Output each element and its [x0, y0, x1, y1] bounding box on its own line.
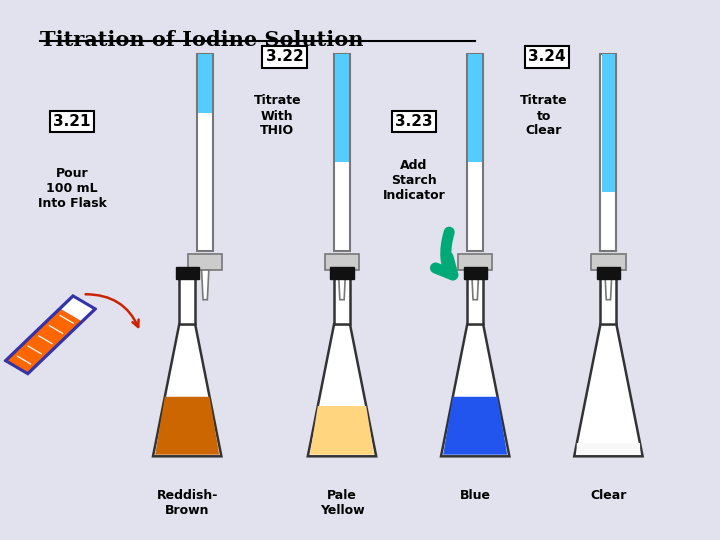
Polygon shape [4, 295, 96, 375]
Bar [325, 254, 359, 270]
Text: 3.23: 3.23 [395, 114, 433, 129]
Polygon shape [577, 443, 641, 455]
Bar [197, 54, 213, 251]
Bar [467, 54, 483, 251]
Polygon shape [338, 270, 346, 300]
Polygon shape [444, 397, 507, 455]
Text: Add
Starch
Indicator: Add Starch Indicator [382, 159, 446, 202]
Text: 3.24: 3.24 [528, 49, 566, 64]
Bar [198, 54, 212, 113]
Bar [330, 267, 354, 279]
Bar [458, 254, 492, 270]
Bar [601, 54, 615, 192]
Bar [188, 254, 222, 270]
Polygon shape [156, 397, 220, 455]
Bar [468, 54, 482, 163]
Text: Titrate
to
Clear: Titrate to Clear [520, 94, 567, 138]
Polygon shape [202, 270, 209, 300]
Bar [176, 267, 199, 279]
Bar [591, 254, 626, 270]
Text: 3.21: 3.21 [53, 114, 91, 129]
Polygon shape [8, 309, 81, 372]
Polygon shape [441, 324, 510, 456]
Text: Clear: Clear [590, 489, 626, 502]
Polygon shape [153, 324, 222, 456]
Polygon shape [310, 406, 374, 455]
Bar [600, 275, 616, 324]
Text: Reddish-
Brown: Reddish- Brown [156, 489, 218, 517]
Text: Blue: Blue [459, 489, 491, 502]
Bar [179, 275, 195, 324]
Bar [464, 267, 487, 279]
Text: Pour
100 mL
Into Flask: Pour 100 mL Into Flask [37, 167, 107, 211]
Polygon shape [61, 298, 93, 321]
Text: Titration of Iodine Solution: Titration of Iodine Solution [40, 30, 363, 50]
Bar [600, 54, 616, 251]
Polygon shape [472, 270, 479, 300]
Text: 3.22: 3.22 [266, 49, 303, 64]
Bar [335, 54, 348, 163]
Polygon shape [308, 324, 376, 456]
Text: Pale
Yellow: Pale Yellow [320, 489, 364, 517]
Polygon shape [605, 270, 612, 300]
Text: Titrate
With
THIO: Titrate With THIO [253, 94, 301, 138]
Bar [334, 275, 350, 324]
Bar [334, 54, 350, 251]
Bar [597, 267, 620, 279]
Bar [467, 275, 483, 324]
Polygon shape [575, 324, 643, 456]
